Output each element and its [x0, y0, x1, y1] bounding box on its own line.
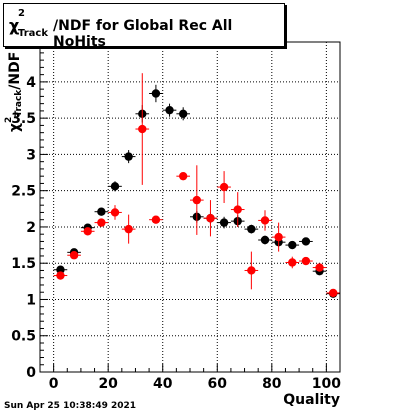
y-tick-label: 2.5	[11, 184, 36, 200]
series-1-point	[219, 182, 229, 192]
series-1-point	[69, 251, 79, 260]
y-axis-label: χ2Track/NDF	[2, 40, 24, 140]
series-1-point	[274, 232, 283, 242]
chart-title-box: χ 2 Track /NDF for Global Rec All NoHits	[3, 3, 285, 50]
chart-title-superscript: 2	[18, 8, 25, 19]
series-0-point	[219, 218, 229, 227]
series-0-point	[165, 105, 174, 115]
y-tick-label: 1.5	[11, 256, 36, 272]
series-0-point	[110, 182, 120, 191]
y-axis-label-text: /NDF	[7, 51, 23, 90]
series-1-point	[315, 263, 324, 272]
series-0-point	[97, 207, 106, 216]
series-1-point	[233, 205, 242, 214]
series-1-point	[288, 258, 297, 267]
series-1-point	[151, 215, 161, 224]
chart-title-text: /NDF for Global Rec All NoHits	[53, 18, 233, 50]
y-tick-label: 1	[26, 292, 36, 308]
x-tick-label: 20	[98, 376, 118, 392]
series-1-point	[97, 218, 106, 227]
series-1-point	[83, 227, 92, 236]
y-tick-label: 0	[26, 365, 36, 381]
x-tick-label: 40	[153, 376, 173, 392]
series-0-point	[151, 89, 161, 98]
series-1-point	[138, 124, 147, 134]
plot-area	[40, 42, 340, 372]
series-1-point	[260, 216, 270, 225]
series-1-point	[56, 271, 65, 280]
x-tick-label: 80	[262, 376, 282, 392]
y-axis-label-subscript: Track	[14, 89, 24, 117]
series-1-point	[328, 288, 338, 298]
y-tick-label: 4	[26, 75, 36, 91]
series-1-point	[178, 171, 188, 181]
series-1-point	[110, 208, 120, 217]
y-tick-label: 2	[26, 220, 36, 236]
y-axis-label-chi: χ	[7, 122, 23, 132]
y-tick-label: 3.5	[11, 111, 36, 127]
x-tick-label: 100	[312, 376, 341, 392]
series-0-point	[124, 152, 133, 161]
series-1-point	[124, 224, 133, 234]
series-1-point	[206, 214, 215, 223]
series-0-point	[247, 224, 256, 234]
series-0-point	[178, 109, 188, 119]
x-tick-label: 0	[49, 376, 59, 392]
x-axis-label: Quality	[283, 392, 340, 408]
chart-title-subscript: Track	[18, 28, 48, 39]
series-0-point	[260, 235, 270, 245]
chart-title-chi: χ	[9, 16, 20, 35]
series-1-point	[247, 266, 256, 275]
series-1-point	[192, 195, 202, 205]
series-1-point	[301, 256, 311, 266]
y-tick-label: 3	[26, 147, 36, 163]
series-0-point	[288, 240, 297, 250]
y-tick-label: 0.5	[11, 329, 36, 345]
series-0-point	[56, 265, 65, 274]
y-axis-label-superscript: 2	[4, 116, 14, 123]
series-0-point	[301, 237, 311, 246]
timestamp: Sun Apr 25 10:38:49 2021	[4, 401, 137, 411]
x-tick-label: 60	[208, 376, 228, 392]
